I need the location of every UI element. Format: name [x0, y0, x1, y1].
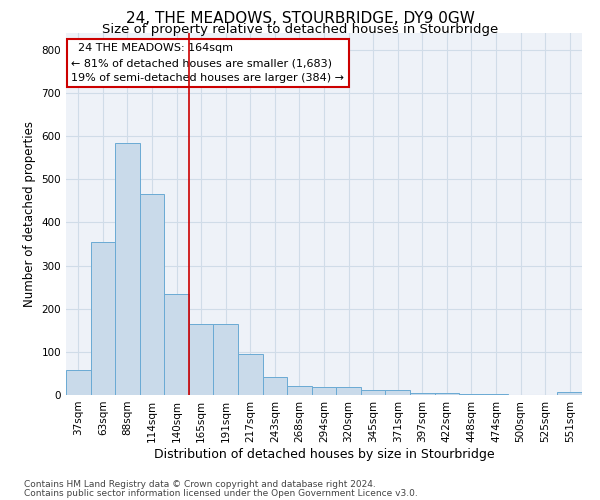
Bar — [66, 370, 91, 395]
Bar — [164, 294, 189, 395]
Bar — [189, 324, 214, 395]
Bar — [484, 394, 508, 395]
Bar — [238, 354, 263, 395]
Text: 24 THE MEADOWS: 164sqm
← 81% of detached houses are smaller (1,683)
19% of semi-: 24 THE MEADOWS: 164sqm ← 81% of detached… — [71, 44, 344, 83]
Text: Contains public sector information licensed under the Open Government Licence v3: Contains public sector information licen… — [24, 488, 418, 498]
Y-axis label: Number of detached properties: Number of detached properties — [23, 120, 36, 306]
Bar — [434, 394, 459, 395]
Bar — [459, 394, 484, 395]
Bar — [336, 387, 361, 395]
Bar — [361, 390, 385, 395]
Bar — [115, 142, 140, 395]
Bar — [140, 194, 164, 395]
Text: Size of property relative to detached houses in Stourbridge: Size of property relative to detached ho… — [102, 22, 498, 36]
Bar — [287, 386, 312, 395]
Bar — [385, 390, 410, 395]
Bar — [557, 392, 582, 395]
Bar — [91, 242, 115, 395]
Bar — [410, 394, 434, 395]
Bar — [312, 387, 336, 395]
Bar — [263, 377, 287, 395]
Bar — [214, 324, 238, 395]
Text: Contains HM Land Registry data © Crown copyright and database right 2024.: Contains HM Land Registry data © Crown c… — [24, 480, 376, 489]
Text: 24, THE MEADOWS, STOURBRIDGE, DY9 0GW: 24, THE MEADOWS, STOURBRIDGE, DY9 0GW — [125, 11, 475, 26]
X-axis label: Distribution of detached houses by size in Stourbridge: Distribution of detached houses by size … — [154, 448, 494, 460]
